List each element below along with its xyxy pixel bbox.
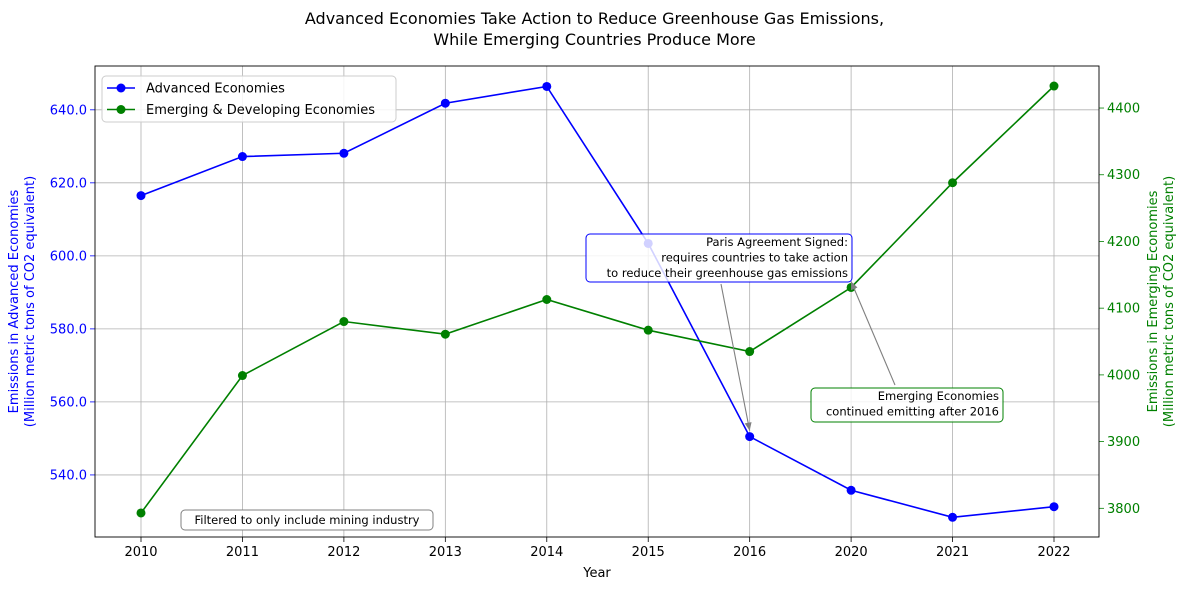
annotation-1: Paris Agreement Signed: requires countrie…: [585, 233, 853, 431]
legend-swatch-marker: [116, 105, 126, 114]
right-y-tick-label: 4400: [1107, 102, 1140, 117]
series-1-point: [542, 81, 552, 91]
series: [136, 81, 1059, 522]
x-tick-label: 2012: [327, 545, 360, 560]
series-1-point: [1049, 502, 1059, 512]
right-y-tick-label: 4100: [1107, 302, 1140, 317]
x-tick-label: 2021: [936, 545, 969, 560]
left-y-axis-label-line-2: (Million metric tons of CO2 equivalent): [23, 176, 38, 427]
x-tick-label: 2015: [632, 545, 665, 560]
series-2-point: [136, 508, 146, 518]
series-line-2: [140, 85, 1055, 514]
grid: [95, 66, 1099, 537]
legend-label: Advanced Economies: [146, 82, 285, 97]
x-tick-label: 2020: [835, 545, 868, 560]
legend-swatch-marker: [116, 83, 126, 93]
annotation-box: [810, 387, 1004, 423]
series-2-point: [542, 294, 552, 304]
series-2-point: [440, 329, 450, 339]
left-y-axis-label-line-1: Emissions in Advanced Economies: [7, 189, 22, 413]
annotation-2: Emerging Economies continued emitting aft…: [810, 281, 1004, 423]
legend: Advanced Economies Emerging & Developing …: [101, 75, 397, 123]
series-2-point: [237, 371, 247, 381]
annotation-text-line: Emerging Economies: [878, 389, 999, 403]
series-1-point: [745, 432, 755, 442]
right-y-axis-label: Emissions in Emerging Economies (Million …: [1146, 176, 1177, 427]
left-y-tick-label: 580.0: [50, 322, 87, 337]
right-y-axis-label-line-2: (Million metric tons of CO2 equivalent): [1162, 176, 1177, 427]
x-tick-label: 2016: [733, 545, 766, 560]
left-y-axis-label: Emissions in Advanced Economies (Million …: [7, 176, 38, 427]
series-1-point: [339, 148, 349, 158]
series-1-point: [440, 98, 450, 108]
series-2-point: [339, 317, 349, 327]
series-2-point: [643, 325, 653, 335]
left-y-tick-label: 600.0: [50, 249, 87, 264]
axes: 2010 2011 2012 2013 2014 2015 2016 2020 2021 2022…: [7, 65, 1177, 581]
series-1-point: [846, 485, 856, 495]
annotation-box: [585, 233, 853, 283]
x-tick-label: 2011: [226, 545, 259, 560]
annotation-arrowhead: [851, 281, 858, 291]
x-tick-label: 2013: [429, 545, 462, 560]
annotation-text-line: to reduce their greenhouse gas emissions: [607, 266, 848, 280]
series-2-point: [1049, 81, 1059, 91]
right-y-tick-label: 4000: [1107, 368, 1140, 383]
right-y-tick-label: 3900: [1107, 435, 1140, 450]
left-y-tick-label: 540.0: [50, 468, 87, 483]
right-y-axis-label-line-1: Emissions in Emerging Economies: [1146, 190, 1161, 412]
annotation-text-line: requires countries to take action: [661, 251, 848, 265]
chart-title-line-2: While Emerging Countries Produce More: [433, 30, 756, 49]
annotation-arrowhead: [744, 422, 752, 431]
x-tick-label: 2010: [124, 545, 157, 560]
annotation-text-line: continued emitting after 2016: [826, 405, 999, 419]
right-y-tick-label: 3800: [1107, 502, 1140, 517]
footnote-text: Filtered to only include mining industry: [195, 513, 420, 527]
annotations: Paris Agreement Signed: requires countrie…: [180, 233, 1004, 531]
x-tick-label: 2014: [530, 545, 563, 560]
plot-frame: [94, 65, 1100, 538]
legend-label: Emerging & Developing Economies: [146, 103, 375, 118]
series-line-1: [140, 85, 1055, 519]
annotation-arrow: [720, 283, 751, 431]
right-y-tick-label: 4200: [1107, 235, 1140, 250]
series-2-point: [948, 178, 958, 188]
series-1-point: [237, 152, 247, 162]
series-1-point: [948, 512, 958, 522]
left-y-tick-label: 640.0: [50, 103, 87, 118]
right-y-tick-label: 4300: [1107, 168, 1140, 183]
series-2-point: [745, 347, 755, 357]
annotation-text-line: Paris Agreement Signed:: [706, 235, 848, 249]
series-1-point: [136, 191, 146, 201]
footnote: Filtered to only include mining industry: [180, 509, 434, 531]
chart-title-line-1: Advanced Economies Take Action to Reduce…: [304, 9, 885, 28]
x-tick-label: 2022: [1037, 545, 1070, 560]
annotation-arrow: [850, 281, 896, 386]
x-axis-label: Year: [582, 566, 611, 581]
footnote-box: [180, 509, 434, 531]
left-y-tick-label: 620.0: [50, 176, 87, 191]
left-y-tick-label: 560.0: [50, 395, 87, 410]
legend-box: [101, 75, 397, 123]
